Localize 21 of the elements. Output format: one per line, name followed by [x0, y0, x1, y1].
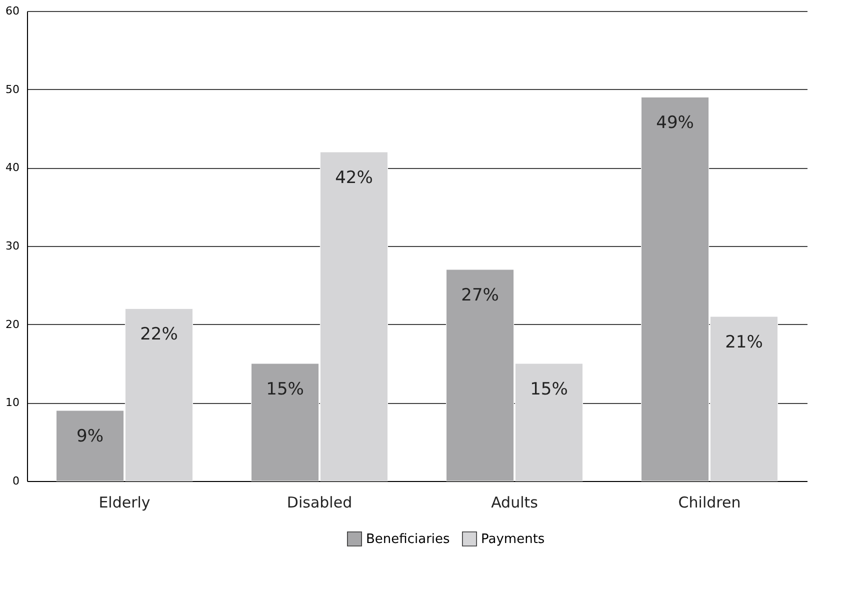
- y-tick-label: 60: [6, 4, 20, 18]
- x-tick-label: Children: [678, 494, 741, 512]
- legend-label: Beneficiaries: [366, 532, 450, 547]
- y-tick-label: 30: [6, 240, 20, 252]
- y-tick-label: 20: [6, 318, 20, 331]
- x-tick-label: Adults: [491, 494, 538, 512]
- x-tick-label: Elderly: [98, 494, 150, 512]
- y-tick-label: 50: [6, 82, 20, 96]
- y-tick-label: 40: [6, 161, 20, 174]
- data-label: 9%: [76, 426, 104, 446]
- data-label: 21%: [725, 332, 763, 352]
- data-label: 15%: [266, 380, 304, 400]
- y-tick-label: 0: [12, 474, 20, 488]
- y-tick-label: 10: [6, 396, 20, 410]
- data-label: 27%: [461, 286, 499, 306]
- data-label: 22%: [140, 324, 178, 345]
- data-label: 49%: [656, 113, 694, 134]
- data-label: 15%: [530, 380, 568, 400]
- data-label: 42%: [335, 168, 373, 188]
- x-tick-label: Disabled: [286, 494, 352, 512]
- legend-label: Payments: [481, 532, 545, 547]
